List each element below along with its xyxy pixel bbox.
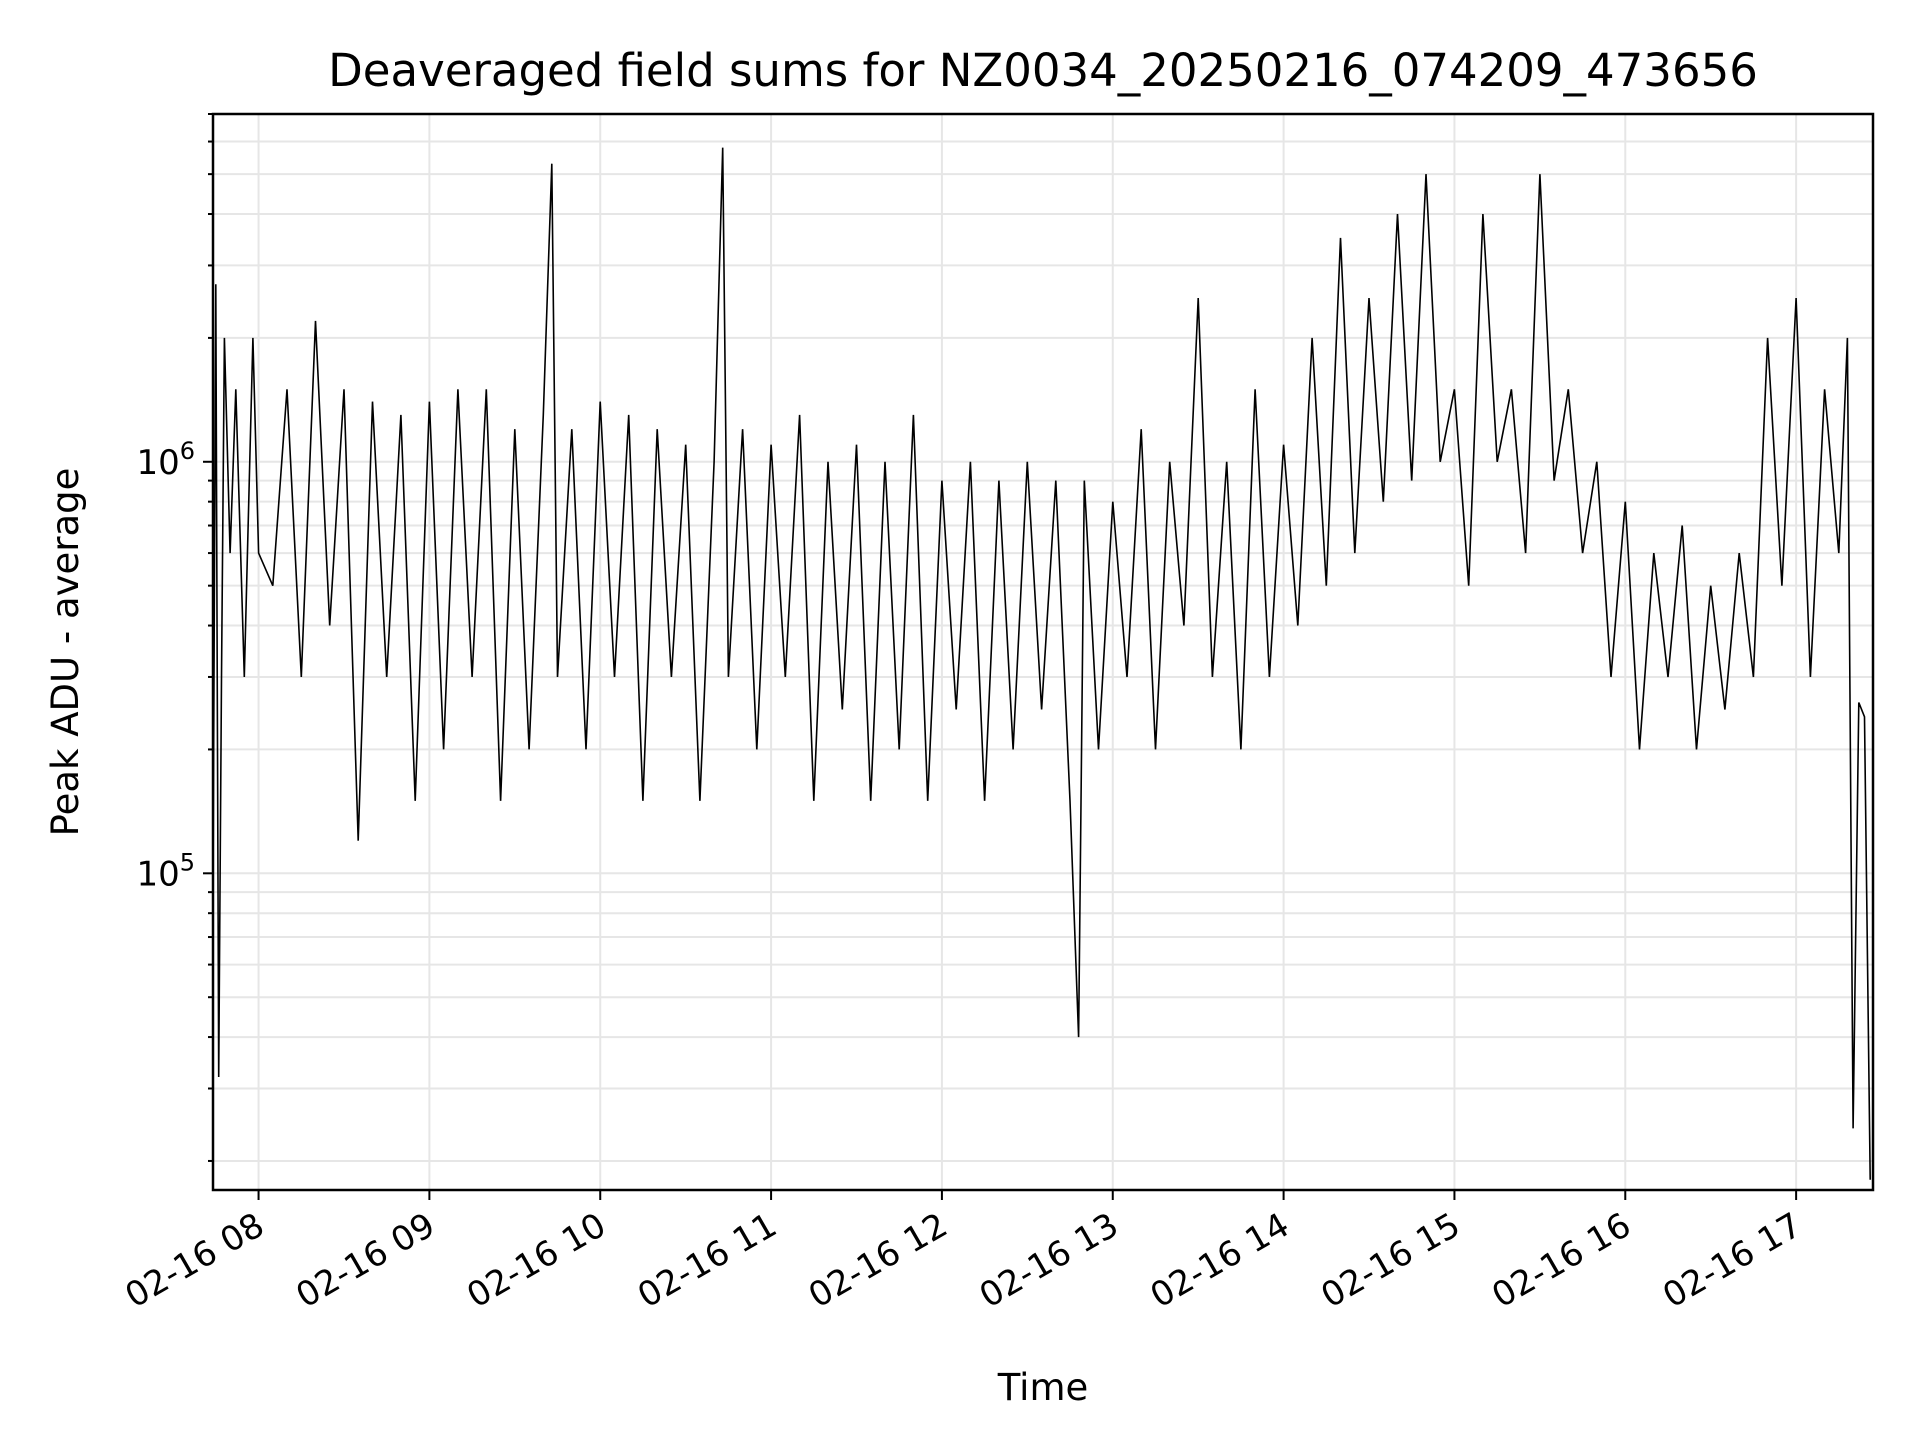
y-tick-label: 106	[136, 437, 195, 483]
y-tick-label-base: 10	[136, 854, 179, 894]
y-tick-label: 105	[136, 848, 195, 894]
chart-title: Deaveraged field sums for NZ0034_2025021…	[328, 44, 1758, 97]
plot-frame	[211, 112, 1875, 1192]
y-tick-label-exponent: 6	[180, 437, 195, 465]
series-layer	[212, 147, 1871, 1180]
grid	[213, 113, 1873, 1190]
series-line-0	[212, 147, 1871, 1180]
y-axis-label: Peak ADU - average	[44, 468, 87, 837]
x-axis-label: Time	[997, 1366, 1089, 1409]
y-tick-label-base: 10	[136, 443, 179, 483]
y-tick-label-exponent: 5	[180, 848, 195, 876]
